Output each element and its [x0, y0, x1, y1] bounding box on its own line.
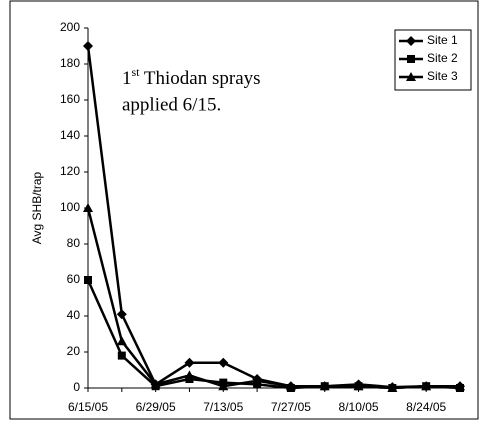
point — [252, 375, 263, 385]
point — [218, 381, 229, 391]
point — [285, 381, 296, 391]
y-tick-label: 200 — [60, 20, 80, 34]
legend-marker — [406, 72, 416, 81]
y-tick-label: 20 — [67, 344, 81, 358]
x-tick-label: 8/24/05 — [406, 400, 446, 414]
point — [117, 351, 126, 360]
point — [353, 381, 364, 391]
point — [116, 309, 127, 320]
legend-label: Site 2 — [427, 51, 458, 65]
annotation: 1st Thiodan sprays — [122, 65, 261, 90]
point — [421, 381, 432, 391]
y-tick-label: 180 — [60, 56, 80, 70]
y-tick-label: 60 — [67, 272, 81, 286]
point — [455, 381, 465, 391]
point — [83, 203, 93, 212]
point — [218, 357, 229, 368]
legend-label: Site 1 — [427, 33, 458, 47]
y-tick-label: 0 — [73, 380, 80, 394]
point — [83, 41, 93, 51]
point — [116, 336, 127, 346]
legend-marker — [406, 36, 416, 46]
point — [84, 276, 92, 284]
legend-label: Site 3 — [427, 69, 458, 83]
x-tick-label: 7/27/05 — [271, 400, 311, 414]
series-line — [86, 207, 460, 390]
y-tick-label: 140 — [60, 128, 80, 142]
x-tick-label: 7/13/05 — [203, 400, 243, 414]
legend-marker — [407, 55, 415, 63]
point — [184, 357, 195, 368]
x-tick-label: 6/29/05 — [136, 400, 176, 414]
point — [319, 381, 330, 391]
y-tick-label: 80 — [67, 236, 81, 250]
x-tick-label: 8/10/05 — [339, 400, 379, 414]
point — [184, 370, 195, 380]
annotation: applied 6/15. — [122, 94, 221, 115]
x-tick-label: 6/15/05 — [68, 400, 108, 414]
y-tick-label: 100 — [60, 200, 80, 214]
point — [150, 379, 161, 389]
y-tick-label: 120 — [60, 164, 80, 178]
y-axis-label: Avg SHB/trap — [30, 171, 44, 244]
y-tick-label: 40 — [67, 308, 81, 322]
point — [387, 383, 398, 392]
y-tick-label: 160 — [60, 92, 80, 106]
